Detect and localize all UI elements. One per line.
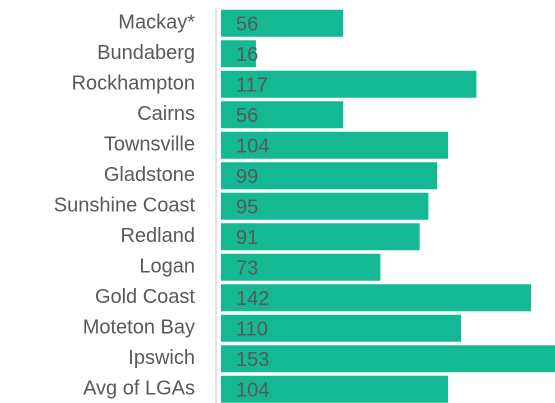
bar <box>221 162 438 190</box>
value-label: 73 <box>236 258 258 280</box>
category-label: Moteton Bay <box>83 317 195 339</box>
category-label: Avg of LGAs <box>83 378 195 400</box>
value-label: 110 <box>236 319 268 341</box>
bar <box>221 375 449 403</box>
category-label: Logan <box>139 256 195 278</box>
bar <box>221 9 344 37</box>
value-label: 56 <box>236 105 258 127</box>
category-label: Cairns <box>137 103 195 125</box>
bar <box>221 40 256 68</box>
category-label: Townsville <box>104 134 195 156</box>
value-label: 91 <box>236 227 258 249</box>
value-label: 117 <box>236 75 268 97</box>
bar <box>221 345 555 373</box>
value-label: 104 <box>236 380 269 402</box>
category-label: Mackay* <box>118 12 195 34</box>
value-label: 56 <box>236 14 258 36</box>
category-label: Rockhampton <box>72 73 195 95</box>
bar <box>221 101 344 129</box>
bar <box>221 253 381 281</box>
bar <box>221 223 420 251</box>
category-label: Sunshine Coast <box>54 195 196 217</box>
category-label: Gladstone <box>104 164 195 186</box>
value-label: 104 <box>236 136 269 158</box>
category-label: Ipswich <box>128 347 195 369</box>
bar <box>221 192 429 220</box>
category-label: Redland <box>120 225 195 247</box>
value-label: 99 <box>236 166 258 188</box>
value-label: 95 <box>236 197 258 219</box>
bar <box>221 284 531 312</box>
category-label: Bundaberg <box>97 42 195 64</box>
category-label: Gold Coast <box>95 286 195 308</box>
bar <box>221 131 449 159</box>
bar <box>221 314 462 342</box>
bar <box>221 70 477 98</box>
value-label: 16 <box>236 44 258 66</box>
value-label: 142 <box>236 288 269 310</box>
value-label: 153 <box>236 349 269 371</box>
